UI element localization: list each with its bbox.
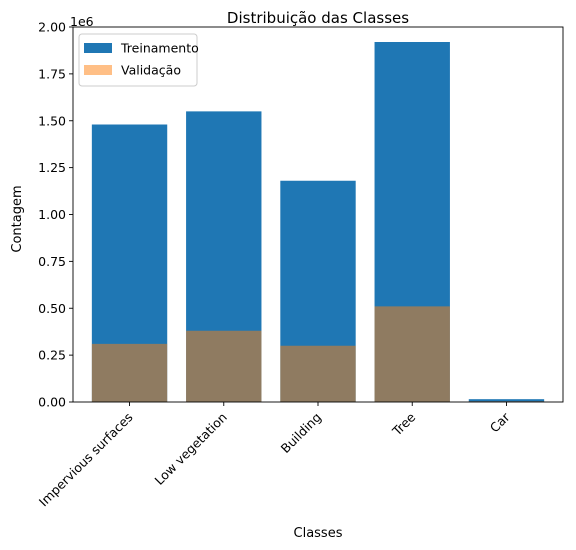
legend-swatch (84, 43, 112, 53)
y-tick-label: 2.00 (38, 20, 66, 35)
y-tick-label: 1.50 (38, 113, 66, 128)
y-tick-label: 0.00 (38, 395, 66, 410)
bar-treinamento-4 (468, 399, 545, 402)
x-axis: Impervious surfaces Low vegetation Buildin… (36, 402, 513, 509)
bar-validacao-3 (374, 306, 450, 402)
x-tick-label: Impervious surfaces (36, 410, 136, 510)
y-tick-label: 1.25 (38, 160, 66, 175)
y-tick-label: 1.75 (38, 66, 66, 81)
y-axis: 0.00 0.25 0.50 0.75 1.00 1.25 1.50 1.75 2.00 (38, 20, 73, 410)
bar-validacao-0 (91, 343, 168, 402)
x-tick-label: Car (487, 409, 513, 435)
x-axis-title: Classes (294, 526, 343, 541)
x-tick-label: Tree (389, 409, 419, 439)
legend: Treinamento Validação (78, 33, 199, 87)
legend-swatch (84, 65, 112, 75)
x-tick-label: Low vegetation (152, 410, 230, 488)
y-tick-label: 1.00 (38, 207, 66, 222)
bar-validacao-2 (280, 345, 356, 402)
legend-label: Validação (121, 63, 181, 78)
y-axis-title: Contagem (10, 185, 25, 252)
y-tick-label: 0.25 (38, 348, 66, 363)
bar-validacao-1 (186, 330, 262, 402)
legend-label: Treinamento (120, 41, 199, 56)
y-scale-label: 1e6 (70, 14, 94, 29)
y-tick-label: 0.75 (38, 254, 66, 269)
x-tick-label: Building (278, 410, 324, 456)
plot-area (72, 26, 564, 403)
y-tick-label: 0.50 (38, 301, 66, 316)
chart-title: Distribuição das Classes (227, 9, 409, 27)
